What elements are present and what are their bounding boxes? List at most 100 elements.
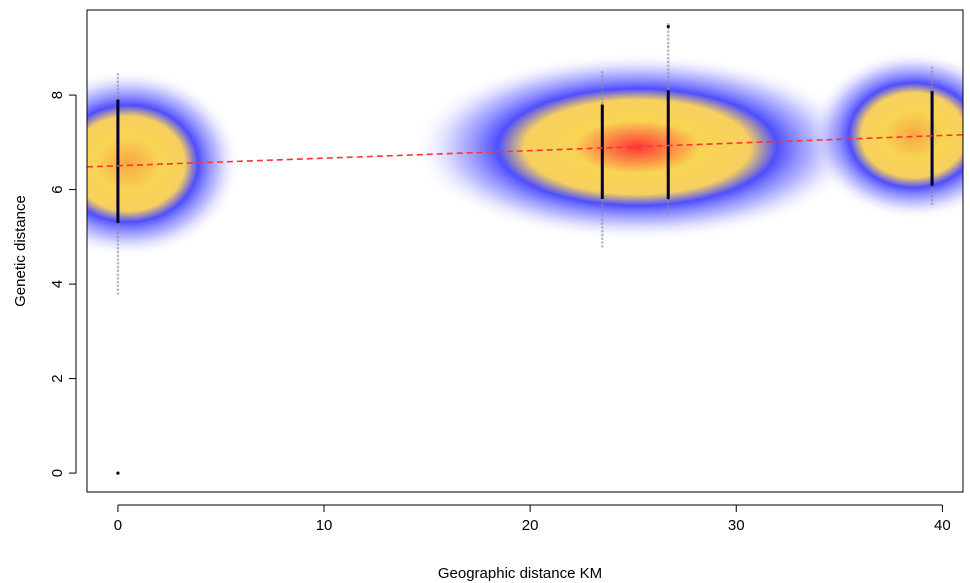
- data-point: [930, 149, 934, 153]
- data-point: [600, 124, 604, 127]
- data-point: [116, 178, 120, 182]
- data-point: [666, 121, 670, 124]
- data-point: [600, 207, 604, 210]
- y-axis: 0 2 4 6 8: [49, 91, 77, 477]
- data-point: [666, 162, 670, 166]
- data-point: [666, 49, 670, 52]
- data-point: [600, 226, 604, 229]
- data-point: [930, 73, 934, 77]
- x-tick-label: 40: [934, 517, 951, 534]
- data-point: [116, 292, 120, 295]
- points-layer: [116, 22, 934, 475]
- data-point: [116, 148, 120, 152]
- data-point: [930, 183, 934, 187]
- data-point: [116, 106, 120, 110]
- data-point: [930, 187, 934, 190]
- data-point: [600, 116, 604, 120]
- data-point: [116, 110, 120, 114]
- data-point: [600, 78, 604, 82]
- data-point: [666, 185, 670, 189]
- data-point: [116, 91, 120, 95]
- trend-line: [87, 133, 963, 168]
- data-point: [116, 118, 120, 121]
- data-point: [116, 125, 120, 129]
- data-point: [930, 191, 934, 194]
- data-point: [600, 237, 604, 241]
- data-point: [600, 82, 604, 86]
- data-point: [930, 77, 934, 81]
- data-point: [600, 214, 604, 218]
- data-point: [930, 66, 934, 69]
- data-point: [600, 120, 604, 123]
- data-point: [116, 171, 120, 174]
- data-point: [666, 170, 670, 173]
- data-point: [600, 203, 604, 206]
- plot-frame: [86, 9, 964, 493]
- data-point: [666, 60, 670, 64]
- data-point: [600, 244, 604, 248]
- data-point: [600, 89, 604, 93]
- data-point: [930, 123, 934, 126]
- data-point: [116, 190, 120, 193]
- data-point: [666, 106, 670, 109]
- data-point: [600, 195, 604, 199]
- data-point: [116, 227, 120, 231]
- data-point: [600, 176, 604, 180]
- data-point: [666, 181, 670, 185]
- outlier-point: [666, 24, 670, 29]
- data-point: [666, 64, 670, 68]
- data-point: [600, 154, 604, 157]
- data-point: [116, 212, 120, 216]
- data-point: [930, 100, 934, 103]
- data-point: [666, 151, 670, 155]
- data-point: [600, 199, 604, 203]
- data-point: [666, 109, 670, 113]
- data-point: [600, 192, 604, 195]
- data-point: [666, 90, 670, 94]
- data-point: [600, 108, 604, 112]
- data-point: [116, 167, 120, 171]
- data-point: [600, 150, 604, 154]
- data-point: [666, 79, 670, 83]
- data-point: [116, 141, 120, 144]
- data-point: [116, 209, 120, 212]
- data-point: [116, 159, 120, 163]
- data-point: [116, 261, 120, 265]
- data-point: [930, 157, 934, 160]
- data-point: [116, 88, 120, 91]
- data-point: [600, 233, 604, 237]
- data-point: [600, 112, 604, 116]
- outlier-point: [116, 471, 120, 475]
- data-point: [600, 218, 604, 222]
- data-point: [116, 122, 120, 125]
- data-point: [116, 186, 120, 189]
- data-point: [116, 84, 120, 87]
- data-point: [666, 34, 670, 37]
- data-point: [116, 72, 120, 76]
- data-point: [116, 80, 120, 84]
- data-point: [116, 133, 120, 137]
- data-point: [116, 224, 120, 227]
- data-point: [666, 22, 670, 26]
- data-point: [600, 93, 604, 97]
- data-point: [116, 103, 120, 106]
- data-point: [666, 94, 670, 98]
- data-point: [666, 136, 670, 139]
- data-point: [930, 175, 934, 179]
- data-point: [666, 56, 670, 60]
- x-tick-label: 10: [316, 517, 333, 534]
- data-point: [666, 196, 670, 200]
- data-point: [666, 158, 670, 162]
- data-point: [600, 165, 604, 169]
- data-point: [930, 198, 934, 202]
- data-point: [666, 75, 670, 79]
- data-point: [116, 277, 120, 280]
- data-point: [666, 155, 670, 158]
- y-tick-label: 2: [49, 374, 66, 382]
- data-point: [600, 127, 604, 131]
- data-point: [600, 173, 604, 176]
- data-point: [116, 269, 120, 273]
- data-point: [116, 231, 120, 235]
- data-point: [930, 130, 934, 134]
